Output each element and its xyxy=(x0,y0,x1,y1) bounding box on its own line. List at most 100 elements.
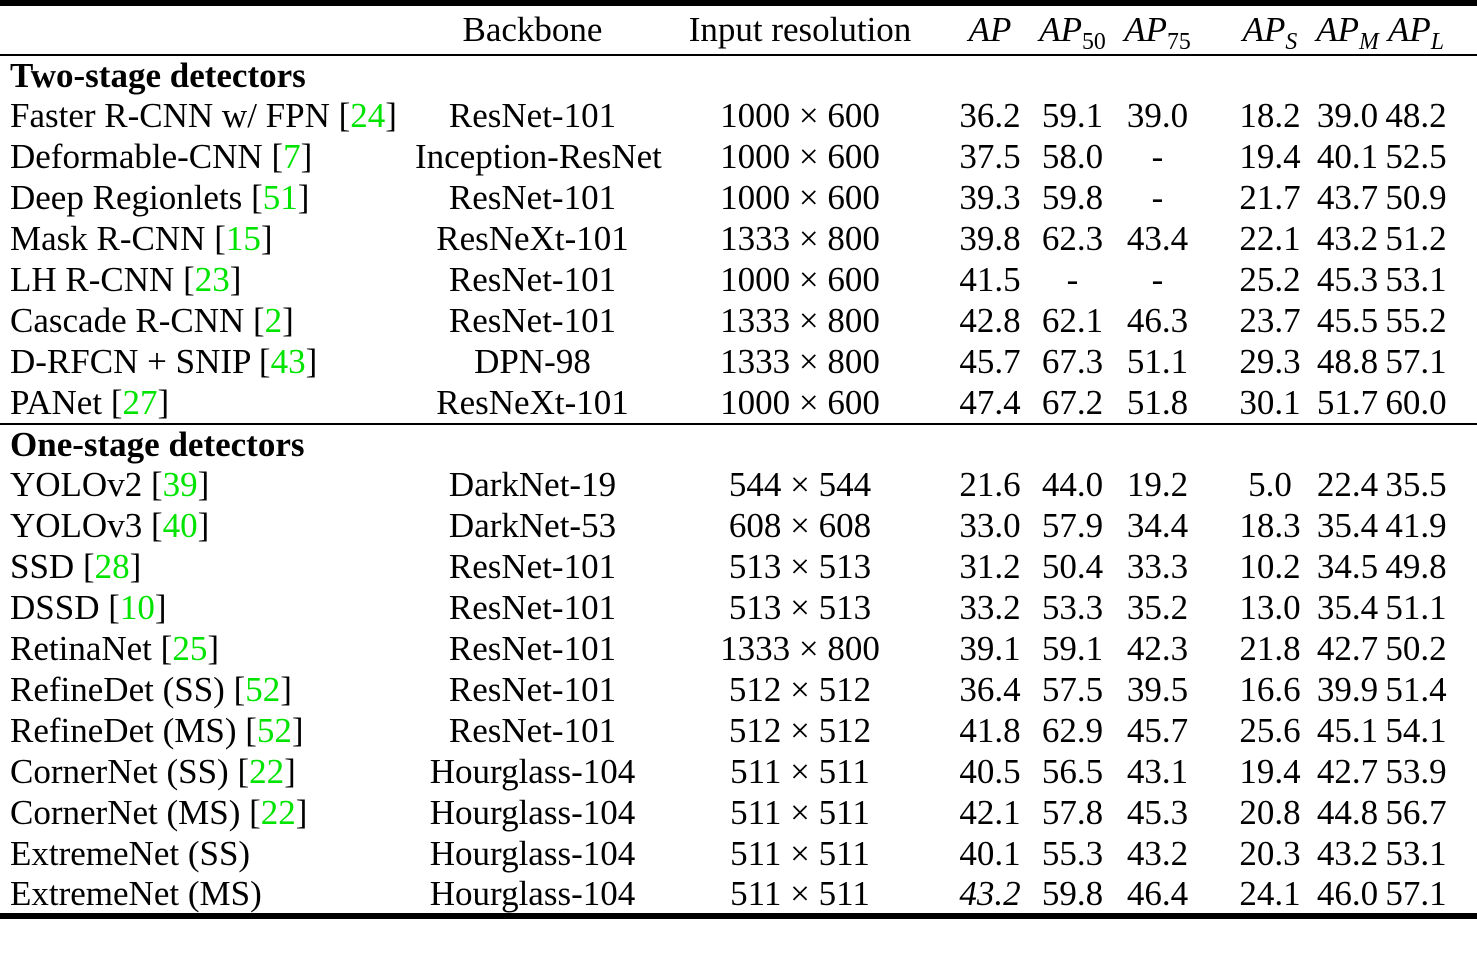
table-row: Faster R-CNN w/ FPN [24] ResNet-101 1000 ×… xyxy=(0,96,1477,137)
method-name: RetinaNet xyxy=(10,629,152,669)
ap75-cell: 43.4 xyxy=(1126,219,1189,259)
ap50-cell: 62.3 xyxy=(1041,219,1104,259)
method-name: PANet xyxy=(10,382,103,422)
apl-cell: 53.9 xyxy=(1385,752,1447,792)
ap-cell: 39.8 xyxy=(959,219,1021,259)
citation-number: 7 xyxy=(283,137,301,177)
citation-open-bracket: [ xyxy=(228,752,250,792)
apm-cell: 44.8 xyxy=(1316,793,1379,833)
resolution-cell: 1333 × 800 xyxy=(720,342,880,382)
gap-cell xyxy=(1200,834,1230,875)
ap75-cell: 51.8 xyxy=(1126,382,1189,422)
ap75-cell: 46.3 xyxy=(1126,301,1189,341)
method-name: DSSD xyxy=(10,588,100,628)
citation-number: 51 xyxy=(262,178,298,218)
ap-cell: 47.4 xyxy=(959,382,1021,422)
citation-open-bracket: [ xyxy=(242,178,263,218)
gap-cell xyxy=(1200,260,1230,301)
gap-cell xyxy=(1200,629,1230,670)
backbone-cell: Hourglass-104 xyxy=(429,752,636,792)
citation-close-bracket: ] xyxy=(284,752,296,792)
apl-cell: 41.9 xyxy=(1385,506,1447,546)
table-row: D-RFCN + SNIP [43] DPN-98 1333 × 800 45.7 67… xyxy=(0,342,1477,383)
aps-column-header: APS xyxy=(1230,3,1310,56)
method-name: Mask R-CNN xyxy=(10,219,206,259)
table-row: CornerNet (MS) [22] Hourglass-104 511 × 51… xyxy=(0,793,1477,834)
ap-cell: 39.1 xyxy=(959,629,1021,669)
resolution-cell: 511 × 511 xyxy=(730,752,870,792)
resolution-cell: 1000 × 600 xyxy=(720,260,880,300)
backbone-cell: ResNet-101 xyxy=(448,670,617,710)
apm-cell: 51.7 xyxy=(1316,382,1379,422)
method-cell: Faster R-CNN w/ FPN [24] xyxy=(0,96,415,137)
method-name: Faster R-CNN w/ FPN xyxy=(10,96,330,136)
resolution-cell: 1000 × 600 xyxy=(720,382,880,422)
apl-cell: 50.9 xyxy=(1385,178,1447,218)
ap50-cell: 44.0 xyxy=(1041,465,1104,505)
citation-open-bracket: [ xyxy=(240,793,261,833)
aps-cell: 25.6 xyxy=(1239,711,1301,751)
aps-label: AP xyxy=(1242,9,1286,49)
section-header-row: One-stage detectors xyxy=(0,423,1477,465)
aps-cell: 18.3 xyxy=(1239,506,1301,546)
ap50-label: AP xyxy=(1039,9,1082,49)
ap-cell: 36.4 xyxy=(959,670,1021,710)
ap-cell: 40.5 xyxy=(959,752,1021,792)
apl-cell: 57.1 xyxy=(1385,873,1447,913)
method-cell: Cascade R-CNN [2] xyxy=(0,301,415,342)
apl-cell: 56.7 xyxy=(1385,793,1447,833)
backbone-cell: ResNeXt-101 xyxy=(436,382,629,422)
method-name: YOLOv2 xyxy=(10,465,143,505)
citation-number: 25 xyxy=(172,629,208,669)
apm-cell: 45.1 xyxy=(1316,711,1379,751)
method-cell: YOLOv2 [39] xyxy=(0,465,415,506)
backbone-cell: ResNet-101 xyxy=(448,96,617,136)
citation-open-bracket: [ xyxy=(262,137,284,177)
ap50-cell: 57.5 xyxy=(1041,670,1104,710)
table-row: RetinaNet [25] ResNet-101 1333 × 800 39.1 59… xyxy=(0,629,1477,670)
citation-close-bracket: ] xyxy=(197,506,210,546)
citation-close-bracket: ] xyxy=(229,260,242,300)
ap75-cell: - xyxy=(1151,137,1164,177)
aps-cell: 30.1 xyxy=(1239,382,1301,422)
aps-cell: 10.2 xyxy=(1239,547,1301,587)
citation-number: 15 xyxy=(225,219,261,259)
method-cell: ExtremeNet (SS) xyxy=(0,834,415,875)
ap50-cell: 56.5 xyxy=(1041,752,1104,792)
citation-close-bracket: ] xyxy=(291,711,304,751)
ap75-cell: 46.4 xyxy=(1126,873,1189,913)
ap75-cell: 39.0 xyxy=(1126,96,1189,136)
citation-close-bracket: ] xyxy=(282,301,294,341)
ap-cell: 21.6 xyxy=(959,465,1021,505)
gap-cell xyxy=(1200,342,1230,383)
citation-open-bracket: [ xyxy=(250,342,271,382)
table-row: YOLOv2 [39] DarkNet-19 544 × 544 21.6 44.0 19… xyxy=(0,465,1477,506)
backbone-cell: ResNet-101 xyxy=(448,178,617,218)
method-name: CornerNet (MS) xyxy=(10,793,241,833)
ap75-cell: 33.3 xyxy=(1126,547,1189,587)
aps-cell: 29.3 xyxy=(1239,342,1301,382)
ap50-cell: 57.8 xyxy=(1041,793,1104,833)
ap-cell: 41.8 xyxy=(959,711,1021,751)
ap50-subscript: 50 xyxy=(1081,28,1106,55)
method-name: Deep Regionlets xyxy=(10,178,243,218)
apl-cell: 35.5 xyxy=(1385,465,1447,505)
table-row: PANet [27] ResNeXt-101 1000 × 600 47.4 67.2 5… xyxy=(0,383,1477,424)
method-name: RefineDet (SS) xyxy=(10,670,225,710)
citation-number: 28 xyxy=(94,547,130,587)
citation-close-bracket: ] xyxy=(207,629,219,669)
ap50-cell: 67.2 xyxy=(1041,382,1104,422)
backbone-cell: ResNeXt-101 xyxy=(436,219,629,259)
citation-number: 43 xyxy=(270,342,306,382)
table-row: ExtremeNet (MS) Hourglass-104 511 × 511 43.… xyxy=(0,875,1477,916)
backbone-cell: ResNet-101 xyxy=(448,629,617,669)
ap75-cell: 43.1 xyxy=(1126,752,1189,792)
citation-open-bracket: [ xyxy=(205,219,226,259)
citation-number: 52 xyxy=(256,711,292,751)
resolution-cell: 1333 × 800 xyxy=(720,629,880,669)
aps-cell: 13.0 xyxy=(1239,588,1301,628)
ap50-cell: 59.8 xyxy=(1041,178,1104,218)
ap-cell: 42.8 xyxy=(959,301,1021,341)
ap50-cell: 59.1 xyxy=(1041,96,1104,136)
ap-label: AP xyxy=(968,9,1012,49)
